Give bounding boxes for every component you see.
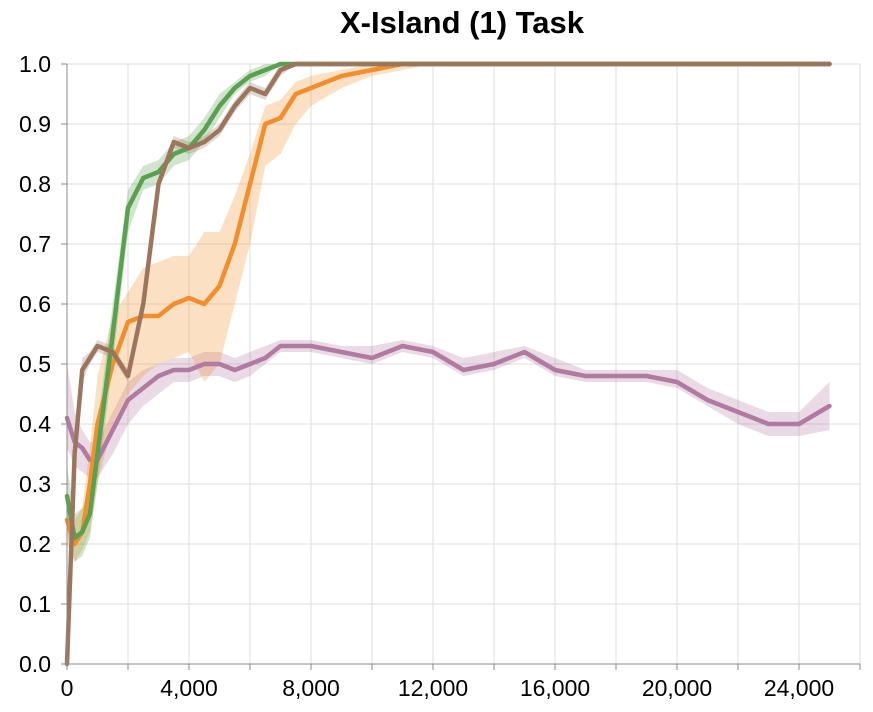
axes: 0.0 0.1 0.2 0.3 0.4 0.5 0.6 0.7 0.8 0.9 1.0 0 4,000 8…	[19, 51, 861, 701]
series-line	[64, 343, 832, 463]
y-tick-label: 0.2	[19, 531, 51, 557]
confidence-band	[67, 64, 830, 562]
x-tick-label: 12,000	[398, 675, 468, 701]
y-tick-label: 0.9	[19, 111, 51, 137]
chart-title: X-Island (1) Task	[340, 5, 585, 40]
lines	[64, 61, 832, 667]
x-tick-label: 16,000	[520, 675, 590, 701]
x-tick-label: 24,000	[764, 675, 834, 701]
y-tick-label: 1.0	[19, 51, 51, 77]
y-tick-label: 0.7	[19, 231, 51, 257]
y-tick-label: 0.3	[19, 471, 51, 497]
y-tick-label: 0.1	[19, 591, 51, 617]
y-tick-label: 0.6	[19, 291, 51, 317]
y-tick-label: 0.4	[19, 411, 51, 437]
y-tick-label: 0.8	[19, 171, 51, 197]
x-tick-label: 0	[61, 675, 74, 701]
x-tick-label: 8,000	[282, 675, 340, 701]
x-tick-label: 4,000	[160, 675, 218, 701]
y-tick-label: 0.0	[19, 651, 51, 677]
x-tick-label: 20,000	[642, 675, 712, 701]
series-line	[64, 61, 832, 667]
y-tick-label: 0.5	[19, 351, 51, 377]
